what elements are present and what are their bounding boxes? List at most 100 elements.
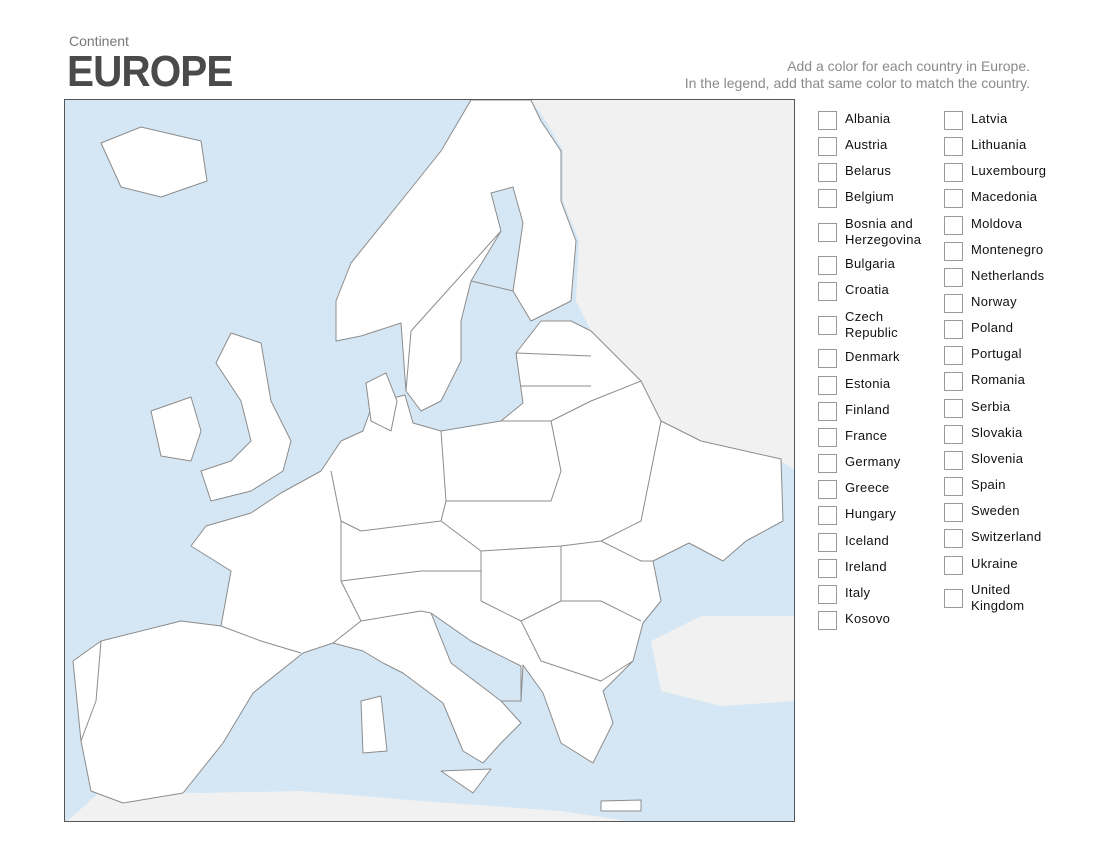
legend-item-portugal[interactable]: Portugal (944, 346, 1022, 365)
color-box[interactable] (944, 556, 963, 575)
country-borders (80, 230, 662, 742)
adriatic-sea (430, 612, 522, 702)
legend-item-serbia[interactable]: Serbia (944, 399, 1010, 418)
color-box[interactable] (944, 477, 963, 496)
legend-label: Belgium (845, 189, 895, 204)
color-box[interactable] (818, 282, 837, 301)
legend-label: Switzerland (971, 529, 1042, 544)
legend-label: Portugal (971, 346, 1022, 361)
legend-item-switzerland[interactable]: Switzerland (944, 529, 1042, 548)
legend-item-kosovo[interactable]: Kosovo (818, 611, 890, 630)
color-box[interactable] (944, 111, 963, 130)
legend-item-estonia[interactable]: Estonia (818, 376, 890, 395)
legend-item-slovakia[interactable]: Slovakia (944, 425, 1023, 444)
color-box[interactable] (818, 559, 837, 578)
legend-item-united-kingdom[interactable]: United Kingdom (944, 582, 1031, 614)
color-box[interactable] (818, 454, 837, 473)
color-box[interactable] (944, 503, 963, 522)
legend-item-slovenia[interactable]: Slovenia (944, 451, 1023, 470)
legend-item-denmark[interactable]: Denmark (818, 349, 900, 368)
color-box[interactable] (944, 320, 963, 339)
legend-item-iceland[interactable]: Iceland (818, 533, 889, 552)
legend-label: Poland (971, 320, 1014, 335)
legend-item-luxembourg[interactable]: Luxembourg (944, 163, 1046, 182)
russia-region (531, 100, 794, 470)
legend-item-ukraine[interactable]: Ukraine (944, 556, 1018, 575)
legend-label: Latvia (971, 111, 1008, 126)
legend-label: Austria (845, 137, 888, 152)
color-box[interactable] (944, 268, 963, 287)
legend-item-lithuania[interactable]: Lithuania (944, 137, 1026, 156)
legend-item-sweden[interactable]: Sweden (944, 503, 1020, 522)
legend-item-bulgaria[interactable]: Bulgaria (818, 256, 895, 275)
legend-item-bosnia[interactable]: Bosnia and Herzegovina (818, 216, 930, 248)
europe-map (64, 99, 795, 822)
legend-label: Montenegro (971, 242, 1044, 257)
legend-item-ireland[interactable]: Ireland (818, 559, 887, 578)
legend-label: United Kingdom (971, 582, 1025, 613)
instruction-line-1: Add a color for each country in Europe. (787, 58, 1030, 74)
color-box[interactable] (944, 399, 963, 418)
color-box[interactable] (818, 111, 837, 130)
color-box[interactable] (944, 425, 963, 444)
color-box[interactable] (944, 372, 963, 391)
legend-item-czech-republic[interactable]: Czech Republic (818, 309, 905, 341)
legend-label: Greece (845, 480, 890, 495)
legend-label: Slovenia (971, 451, 1024, 466)
legend-item-norway[interactable]: Norway (944, 294, 1017, 313)
color-box[interactable] (944, 137, 963, 156)
color-box[interactable] (818, 585, 837, 604)
color-box[interactable] (818, 315, 837, 335)
color-box[interactable] (818, 137, 837, 156)
color-box[interactable] (818, 256, 837, 275)
legend-item-spain[interactable]: Spain (944, 477, 1006, 496)
legend-item-moldova[interactable]: Moldova (944, 216, 1022, 235)
legend-label: Croatia (845, 282, 890, 297)
color-box[interactable] (818, 428, 837, 447)
color-box[interactable] (944, 189, 963, 208)
color-box[interactable] (944, 242, 963, 261)
color-box[interactable] (944, 163, 963, 182)
crete (600, 799, 642, 812)
legend-item-germany[interactable]: Germany (818, 454, 901, 473)
color-box[interactable] (944, 588, 963, 608)
color-box[interactable] (818, 402, 837, 421)
legend-label: Germany (845, 454, 901, 469)
legend-item-netherlands[interactable]: Netherlands (944, 268, 1044, 287)
color-box[interactable] (818, 533, 837, 552)
color-box[interactable] (818, 611, 837, 630)
legend-label: France (845, 428, 888, 443)
legend-item-croatia[interactable]: Croatia (818, 282, 889, 301)
color-box[interactable] (818, 506, 837, 525)
legend-item-belarus[interactable]: Belarus (818, 163, 891, 182)
color-box[interactable] (944, 451, 963, 470)
color-box[interactable] (944, 346, 963, 365)
legend-label: Albania (845, 111, 891, 126)
legend-label: Slovakia (971, 425, 1023, 440)
legend-item-austria[interactable]: Austria (818, 137, 888, 156)
legend-item-italy[interactable]: Italy (818, 585, 870, 604)
color-box[interactable] (818, 349, 837, 368)
continental-europe (72, 320, 784, 804)
legend-item-latvia[interactable]: Latvia (944, 111, 1008, 130)
legend-item-poland[interactable]: Poland (944, 320, 1013, 339)
legend-item-albania[interactable]: Albania (818, 111, 890, 130)
color-box[interactable] (818, 222, 837, 242)
legend-item-romania[interactable]: Romania (944, 372, 1025, 391)
color-box[interactable] (818, 376, 837, 395)
legend-label: Ukraine (971, 556, 1018, 571)
legend-item-macedonia[interactable]: Macedonia (944, 189, 1037, 208)
legend-item-montenegro[interactable]: Montenegro (944, 242, 1043, 261)
color-box[interactable] (818, 163, 837, 182)
color-box[interactable] (818, 480, 837, 499)
page-title: EUROPE (67, 47, 233, 96)
legend-item-finland[interactable]: Finland (818, 402, 890, 421)
legend-item-belgium[interactable]: Belgium (818, 189, 894, 208)
legend-item-greece[interactable]: Greece (818, 480, 889, 499)
legend-item-hungary[interactable]: Hungary (818, 506, 896, 525)
color-box[interactable] (944, 216, 963, 235)
legend-item-france[interactable]: France (818, 428, 887, 447)
color-box[interactable] (818, 189, 837, 208)
color-box[interactable] (944, 529, 963, 548)
color-box[interactable] (944, 294, 963, 313)
